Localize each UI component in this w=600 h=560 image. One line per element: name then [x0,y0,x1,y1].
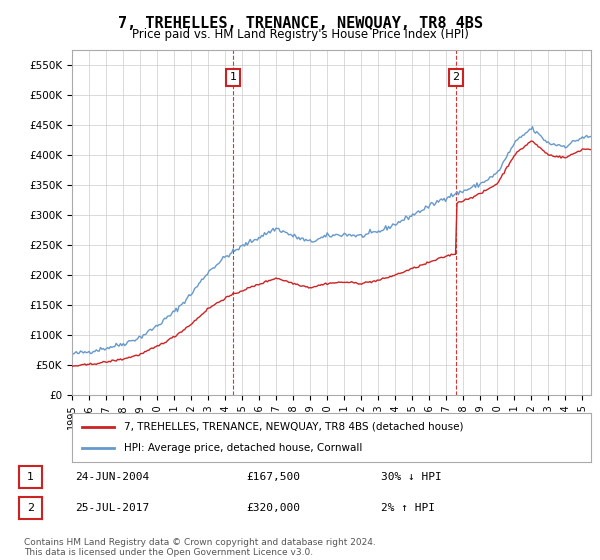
Text: 2% ↑ HPI: 2% ↑ HPI [381,503,435,513]
Text: HPI: Average price, detached house, Cornwall: HPI: Average price, detached house, Corn… [124,443,362,453]
Text: £320,000: £320,000 [246,503,300,513]
Text: £167,500: £167,500 [246,472,300,482]
Text: 1: 1 [230,72,237,82]
Text: 25-JUL-2017: 25-JUL-2017 [75,503,149,513]
Text: Contains HM Land Registry data © Crown copyright and database right 2024.
This d: Contains HM Land Registry data © Crown c… [24,538,376,557]
Text: 2: 2 [27,503,34,513]
Text: 7, TREHELLES, TRENANCE, NEWQUAY, TR8 4BS: 7, TREHELLES, TRENANCE, NEWQUAY, TR8 4BS [118,16,482,31]
Text: 1: 1 [27,472,34,482]
Text: 2: 2 [452,72,460,82]
Text: 24-JUN-2004: 24-JUN-2004 [75,472,149,482]
Text: 30% ↓ HPI: 30% ↓ HPI [381,472,442,482]
Text: Price paid vs. HM Land Registry's House Price Index (HPI): Price paid vs. HM Land Registry's House … [131,28,469,41]
Text: 7, TREHELLES, TRENANCE, NEWQUAY, TR8 4BS (detached house): 7, TREHELLES, TRENANCE, NEWQUAY, TR8 4BS… [124,422,463,432]
